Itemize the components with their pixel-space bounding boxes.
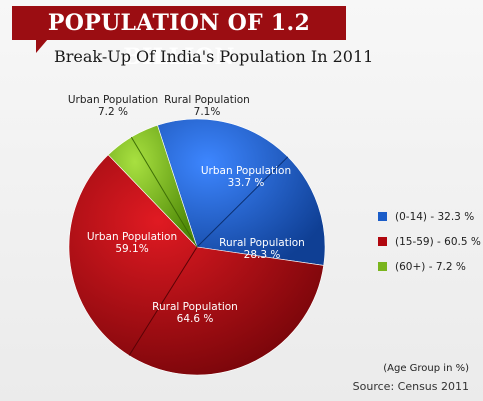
title-callout-tail	[36, 39, 48, 53]
legend-item-60-plus: (60+) - 7.2 %	[378, 260, 481, 273]
slice-label: Rural Population 28.3 %	[219, 237, 305, 261]
slice-label: Urban Population 33.7 %	[201, 165, 291, 189]
age-group-note: (Age Group in %)	[383, 363, 469, 374]
legend-swatch-blue	[378, 212, 387, 221]
chart-title: POPULATION OF 1.2 BILLION	[12, 6, 346, 70]
pie-subdivider-2	[130, 136, 198, 248]
legend-label: (15-59) - 60.5 %	[395, 235, 481, 248]
slice-label: Rural Population 7.1%	[164, 94, 250, 118]
pie-subdivider-1	[128, 246, 198, 356]
legend-label: (60+) - 7.2 %	[395, 260, 466, 273]
chart-subtitle: Break-Up Of India's Population In 2011	[54, 47, 374, 66]
pie-subdivider-0	[196, 156, 289, 248]
legend-swatch-green	[378, 262, 387, 271]
legend-label: (0-14) - 32.3 %	[395, 210, 475, 223]
legend: (0-14) - 32.3 % (15-59) - 60.5 % (60+) -…	[378, 210, 481, 285]
legend-swatch-red	[378, 237, 387, 246]
source-note: Source: Census 2011	[352, 380, 469, 393]
legend-item-15-59: (15-59) - 60.5 %	[378, 235, 481, 248]
pie-slice-group-1	[68, 154, 325, 376]
slice-label: Urban Population 7.2 %	[68, 94, 158, 118]
legend-item-0-14: (0-14) - 32.3 %	[378, 210, 481, 223]
pie-slice-group-0	[157, 118, 326, 266]
slice-label: Urban Population 59.1%	[87, 231, 177, 255]
slice-label: Rural Population 64.6 %	[152, 301, 238, 325]
